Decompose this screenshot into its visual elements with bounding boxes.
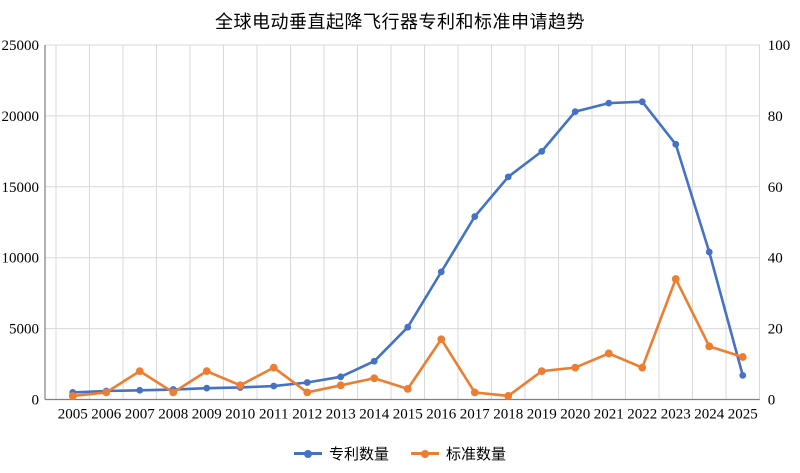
x-axis-tick-label: 2025 bbox=[728, 407, 758, 423]
legend-item-0: 专利数量 bbox=[293, 443, 389, 464]
x-axis-tick-label: 2021 bbox=[594, 407, 624, 423]
series-1-data-point bbox=[303, 388, 312, 397]
series-1-data-point bbox=[336, 381, 345, 390]
series-1-data-point bbox=[370, 374, 379, 383]
legend-label: 标准数量 bbox=[446, 447, 507, 463]
series-1-data-point bbox=[169, 388, 178, 397]
x-axis-tick-label: 2013 bbox=[326, 407, 356, 423]
legend-line-marker-icon bbox=[411, 449, 439, 458]
series-1-data-point bbox=[470, 388, 479, 397]
series-1-data-point bbox=[705, 342, 714, 351]
chart-title: 全球电动垂直起降飞行器专利和标准申请趋势 bbox=[215, 12, 585, 32]
x-axis-tick-label: 2015 bbox=[393, 407, 423, 423]
series-1-data-point bbox=[638, 363, 647, 372]
x-axis-tick-label: 2009 bbox=[192, 407, 222, 423]
series-0-data-point bbox=[270, 382, 278, 390]
legend-line-marker-icon bbox=[293, 449, 322, 458]
series-0-data-point bbox=[471, 213, 479, 220]
x-axis-tick-label: 2008 bbox=[158, 407, 188, 423]
legend-item-1: 标准数量 bbox=[411, 443, 506, 464]
right-axis-tick-label: 0 bbox=[768, 393, 776, 409]
series-line-1 bbox=[71, 277, 745, 398]
left-axis-tick-label: 20000 bbox=[2, 109, 40, 125]
series-0-data-point bbox=[504, 173, 512, 181]
x-axis-tick-label: 2018 bbox=[493, 407, 523, 423]
series-0-data-point bbox=[437, 268, 445, 276]
chart-legend: 专利数量 标准数量 bbox=[0, 443, 800, 464]
x-axis-tick-label: 2023 bbox=[661, 407, 691, 423]
x-axis-tick-label: 2017 bbox=[460, 407, 491, 423]
left-axis-tick-label: 0 bbox=[32, 393, 40, 409]
series-0-data-point bbox=[638, 98, 646, 106]
legend-dot bbox=[303, 449, 312, 458]
series-1-data-point bbox=[571, 363, 580, 372]
x-axis-tick-label: 2024 bbox=[694, 407, 725, 423]
series-1-data-point bbox=[671, 275, 680, 283]
series-1-data-point bbox=[102, 388, 111, 397]
x-axis-tick-label: 2012 bbox=[292, 407, 322, 423]
series-0-data-point bbox=[571, 108, 579, 116]
legend-dot bbox=[421, 449, 429, 458]
left-axis-tick-label: 25000 bbox=[2, 38, 40, 54]
left-axis-tick-label: 5000 bbox=[9, 322, 39, 338]
series-0-data-point bbox=[404, 323, 412, 331]
right-axis-tick-label: 40 bbox=[768, 251, 783, 267]
series-1-data-point bbox=[504, 392, 513, 400]
x-axis-tick-label: 2020 bbox=[560, 407, 590, 423]
series-line-0 bbox=[71, 100, 745, 394]
series-1-data-point bbox=[604, 349, 613, 358]
series-0-data-point bbox=[136, 386, 144, 394]
left-axis-tick-label: 15000 bbox=[2, 180, 40, 196]
x-axis-tick-label: 2016 bbox=[426, 407, 457, 423]
x-axis-tick-label: 2022 bbox=[627, 407, 657, 423]
series-1-data-point bbox=[437, 335, 446, 344]
series-1-data-point bbox=[537, 367, 546, 376]
series-0-data-point bbox=[303, 379, 311, 386]
legend-label: 专利数量 bbox=[328, 447, 389, 463]
right-axis-tick-label: 60 bbox=[768, 180, 783, 196]
x-axis-tick-label: 2010 bbox=[225, 407, 255, 423]
right-axis-tick-label: 80 bbox=[768, 109, 783, 125]
x-axis-tick-label: 2006 bbox=[91, 407, 122, 423]
series-1-data-point bbox=[269, 363, 278, 372]
series-1-data-point bbox=[202, 367, 211, 376]
series-0-data-point bbox=[605, 99, 613, 107]
series-0-data-point bbox=[203, 384, 211, 392]
x-axis-tick-label: 2014 bbox=[359, 407, 390, 423]
left-axis-tick-label: 10000 bbox=[2, 251, 40, 267]
series-1-data-point bbox=[236, 381, 245, 390]
series-0-data-point bbox=[337, 373, 345, 381]
right-axis-tick-label: 100 bbox=[768, 38, 791, 54]
x-axis-tick-label: 2011 bbox=[259, 407, 288, 423]
right-axis-tick-label: 20 bbox=[768, 322, 783, 338]
x-axis-tick-label: 2019 bbox=[527, 407, 557, 423]
series-1-data-point bbox=[403, 384, 412, 393]
series-1-data-point bbox=[135, 367, 144, 376]
series-1-data-point bbox=[68, 392, 77, 400]
x-axis-tick-label: 2005 bbox=[58, 407, 88, 423]
series-0-data-point bbox=[370, 357, 378, 365]
series-0-data-point bbox=[705, 248, 713, 256]
series-0-data-point bbox=[739, 371, 747, 379]
x-axis-tick-label: 2007 bbox=[125, 407, 156, 423]
series-0-data-point bbox=[538, 147, 546, 155]
series-0-data-point bbox=[672, 140, 680, 148]
series-1-data-point bbox=[738, 353, 747, 361]
